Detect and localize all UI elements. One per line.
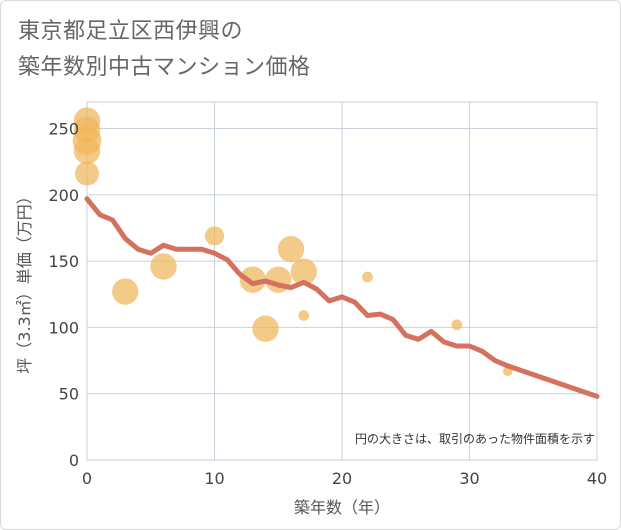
data-bubble — [204, 226, 225, 246]
ticks: 0 10 20 30 40 0 50 100 150 200 250 — [48, 120, 607, 488]
plot-border — [86, 101, 598, 461]
chart-title: 東京都足立区西伊興の 築年数別中古マンション価格 — [18, 14, 311, 86]
bubbles — [72, 107, 513, 376]
y-tick-label: 50 — [59, 385, 79, 404]
data-bubble — [150, 253, 177, 280]
data-bubble — [362, 271, 373, 283]
x-axis-title: 築年数（年） — [294, 498, 390, 517]
x-tick-label: 40 — [587, 469, 607, 488]
data-bubble — [277, 235, 305, 263]
data-bubble — [239, 266, 266, 293]
data-bubble — [451, 319, 463, 331]
title-line-2: 築年数別中古マンション価格 — [18, 55, 311, 80]
x-tick-label: 30 — [459, 469, 479, 488]
size-note: 円の大きさは、取引のあった物件面積を示す — [355, 431, 595, 446]
data-bubble — [73, 137, 101, 165]
y-tick-label: 100 — [48, 318, 79, 337]
y-axis-title: 坪（3.3㎡）単価（万円） — [15, 188, 34, 373]
data-bubble — [112, 278, 139, 305]
data-bubble — [290, 258, 317, 285]
y-tick-label: 250 — [48, 120, 79, 139]
x-tick-label: 0 — [82, 469, 92, 488]
y-tick-label: 150 — [48, 252, 79, 271]
x-tick-label: 10 — [204, 469, 224, 488]
grid — [86, 102, 598, 461]
y-tick-label: 200 — [48, 186, 79, 205]
data-bubble — [298, 310, 310, 321]
title-line-1: 東京都足立区西伊興の — [18, 19, 244, 44]
y-tick-label: 0 — [69, 451, 79, 470]
trend-line — [84, 196, 600, 399]
x-tick-label: 20 — [332, 469, 352, 488]
data-bubble — [75, 161, 99, 186]
data-bubble — [252, 315, 279, 342]
